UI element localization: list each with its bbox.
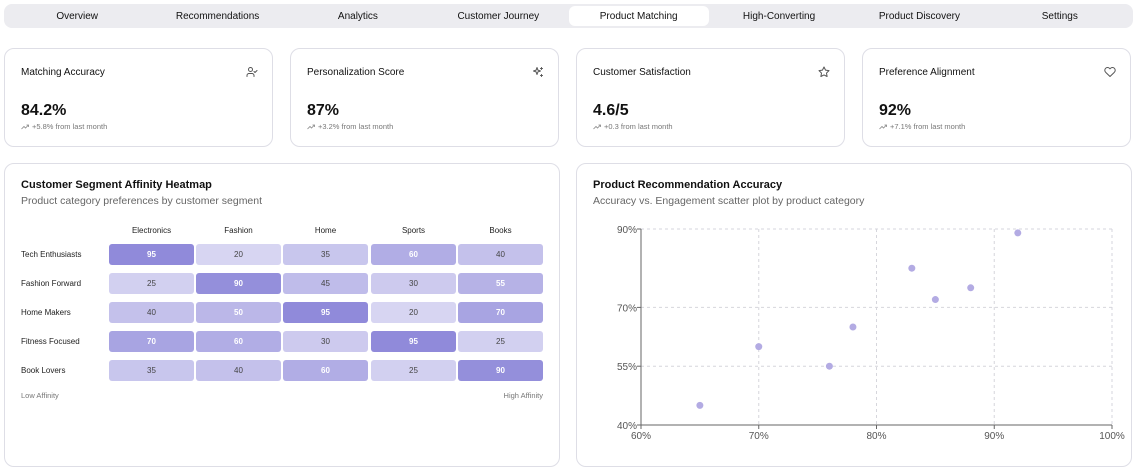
stat-change: +7.1% from last month	[879, 122, 965, 131]
heatmap-cell[interactable]: 70	[458, 302, 543, 323]
heatmap-cell[interactable]: 95	[371, 331, 456, 352]
user-check-icon	[246, 67, 258, 77]
stat-change: +3.2% from last month	[307, 122, 393, 131]
heatmap-column-header: Home	[314, 226, 337, 235]
trending-up-icon	[879, 124, 887, 129]
y-tick-label: 55%	[617, 362, 637, 373]
heatmap-cell[interactable]: 90	[458, 360, 543, 381]
y-tick-label: 90%	[617, 225, 637, 236]
stat-change-text: +5.8% from last month	[32, 122, 108, 131]
legend-low-affinity: Low Affinity	[21, 391, 59, 400]
stat-card-preference-alignment: Preference Alignment 92% +7.1% from last…	[862, 48, 1131, 147]
heart-icon	[1104, 66, 1116, 77]
heatmap-cell[interactable]: 40	[109, 302, 194, 323]
heatmap-cell[interactable]: 60	[196, 331, 281, 352]
heatmap-column-header: Sports	[401, 226, 426, 235]
scatter-point[interactable]	[967, 284, 975, 292]
x-tick-label: 90%	[984, 431, 1004, 442]
legend-high-affinity: High Affinity	[503, 391, 543, 400]
stat-title: Preference Alignment	[879, 67, 975, 78]
heatmap-cell[interactable]: 35	[109, 360, 194, 381]
heatmap-row-label: Fashion Forward	[21, 279, 82, 288]
scatter-point[interactable]	[849, 323, 857, 331]
stat-value: 84.2%	[21, 102, 67, 119]
x-tick-label: 70%	[749, 431, 769, 442]
heatmap-cell[interactable]: 50	[196, 302, 281, 323]
stat-title: Matching Accuracy	[21, 67, 105, 78]
heatmap-cell[interactable]: 25	[371, 360, 456, 381]
scatter-point[interactable]	[755, 343, 763, 351]
heatmap-row-label: Home Makers	[21, 308, 71, 317]
scatter-point[interactable]	[908, 264, 916, 272]
scatter-point[interactable]	[696, 401, 704, 409]
scatter-point[interactable]	[931, 296, 939, 304]
stat-title: Personalization Score	[307, 67, 405, 78]
trending-up-icon	[593, 124, 601, 129]
tab-overview[interactable]: Overview	[56, 10, 99, 22]
stat-change-text: +7.1% from last month	[890, 122, 966, 131]
heatmap-row-label: Tech Enthusiasts	[21, 250, 82, 259]
heatmap-cell[interactable]: 95	[283, 302, 368, 323]
heatmap-cell[interactable]: 60	[283, 360, 368, 381]
scatter-chart: 60% 70% 80% 90% 100% 40% 55% 70% 90%	[617, 225, 1125, 442]
tab-customer-journey[interactable]: Customer Journey	[457, 10, 540, 22]
scatter-point[interactable]	[1014, 229, 1022, 237]
heatmap-cell[interactable]: 20	[196, 244, 281, 265]
heatmap-cell[interactable]: 30	[283, 331, 368, 352]
stat-change: +0.3 from last month	[593, 122, 673, 131]
scatter-subtitle: Accuracy vs. Engagement scatter plot by …	[593, 195, 865, 207]
stat-card-matching-accuracy: Matching Accuracy 84.2% +5.8% from last …	[4, 48, 273, 147]
stat-title: Customer Satisfaction	[593, 67, 691, 78]
heatmap-column-header: Electronics	[131, 226, 172, 235]
trending-up-icon	[307, 124, 315, 129]
trending-up-icon	[21, 124, 29, 129]
star-icon	[818, 66, 830, 77]
heatmap-cell[interactable]: 25	[458, 331, 543, 352]
heatmap-cell[interactable]: 60	[371, 244, 456, 265]
y-tick-label: 70%	[617, 303, 637, 314]
heatmap-cell[interactable]: 25	[109, 273, 194, 294]
heatmap-cell[interactable]: 55	[458, 273, 543, 294]
x-tick-label: 80%	[866, 431, 886, 442]
heatmap-row-label: Book Lovers	[21, 366, 66, 375]
stat-change-text: +3.2% from last month	[318, 122, 394, 131]
stat-value: 87%	[307, 102, 340, 119]
heatmap-cell[interactable]: 30	[371, 273, 456, 294]
heatmap-cell[interactable]: 45	[283, 273, 368, 294]
sparkles-icon	[533, 67, 543, 77]
tab-bar: Overview Recommendations Analytics Custo…	[4, 4, 1133, 28]
heatmap-cell[interactable]: 95	[109, 244, 194, 265]
heatmap-row-label: Fitness Focused	[21, 337, 80, 346]
heatmap-cell[interactable]: 70	[109, 331, 194, 352]
heatmap-panel: Customer Segment Affinity Heatmap Produc…	[4, 163, 560, 467]
heatmap-title: Customer Segment Affinity Heatmap	[21, 179, 212, 191]
heatmap-cell[interactable]: 35	[283, 244, 368, 265]
stat-change-text: +0.3 from last month	[604, 122, 673, 131]
stat-value: 4.6/5	[593, 102, 629, 119]
heatmap-cell[interactable]: 20	[371, 302, 456, 323]
x-tick-label: 60%	[631, 431, 651, 442]
scatter-title: Product Recommendation Accuracy	[593, 179, 783, 191]
tab-recommendations[interactable]: Recommendations	[175, 10, 260, 22]
tab-product-matching[interactable]: Product Matching	[568, 6, 709, 26]
stat-card-personalization-score: Personalization Score 87% +3.2% from las…	[290, 48, 559, 147]
heatmap-cell[interactable]: 40	[196, 360, 281, 381]
stat-card-customer-satisfaction: Customer Satisfaction 4.6/5 +0.3 from la…	[576, 48, 845, 147]
scatter-panel: Product Recommendation Accuracy Accuracy…	[576, 163, 1132, 467]
tab-analytics[interactable]: Analytics	[337, 10, 378, 22]
x-tick-label: 100%	[1099, 431, 1125, 442]
heatmap-cell[interactable]: 40	[458, 244, 543, 265]
tab-high-converting[interactable]: High-Converting	[742, 10, 816, 22]
heatmap-column-header: Books	[489, 226, 512, 235]
heatmap-subtitle: Product category preferences by customer…	[21, 195, 263, 207]
heatmap-column-header: Fashion	[224, 226, 253, 235]
stat-change: +5.8% from last month	[21, 122, 107, 131]
heatmap-cell[interactable]: 90	[196, 273, 281, 294]
y-tick-label: 40%	[617, 421, 637, 432]
tab-settings[interactable]: Settings	[1041, 10, 1078, 22]
stat-value: 92%	[879, 102, 912, 119]
tab-product-discovery[interactable]: Product Discovery	[878, 10, 960, 22]
scatter-point[interactable]	[825, 362, 833, 370]
